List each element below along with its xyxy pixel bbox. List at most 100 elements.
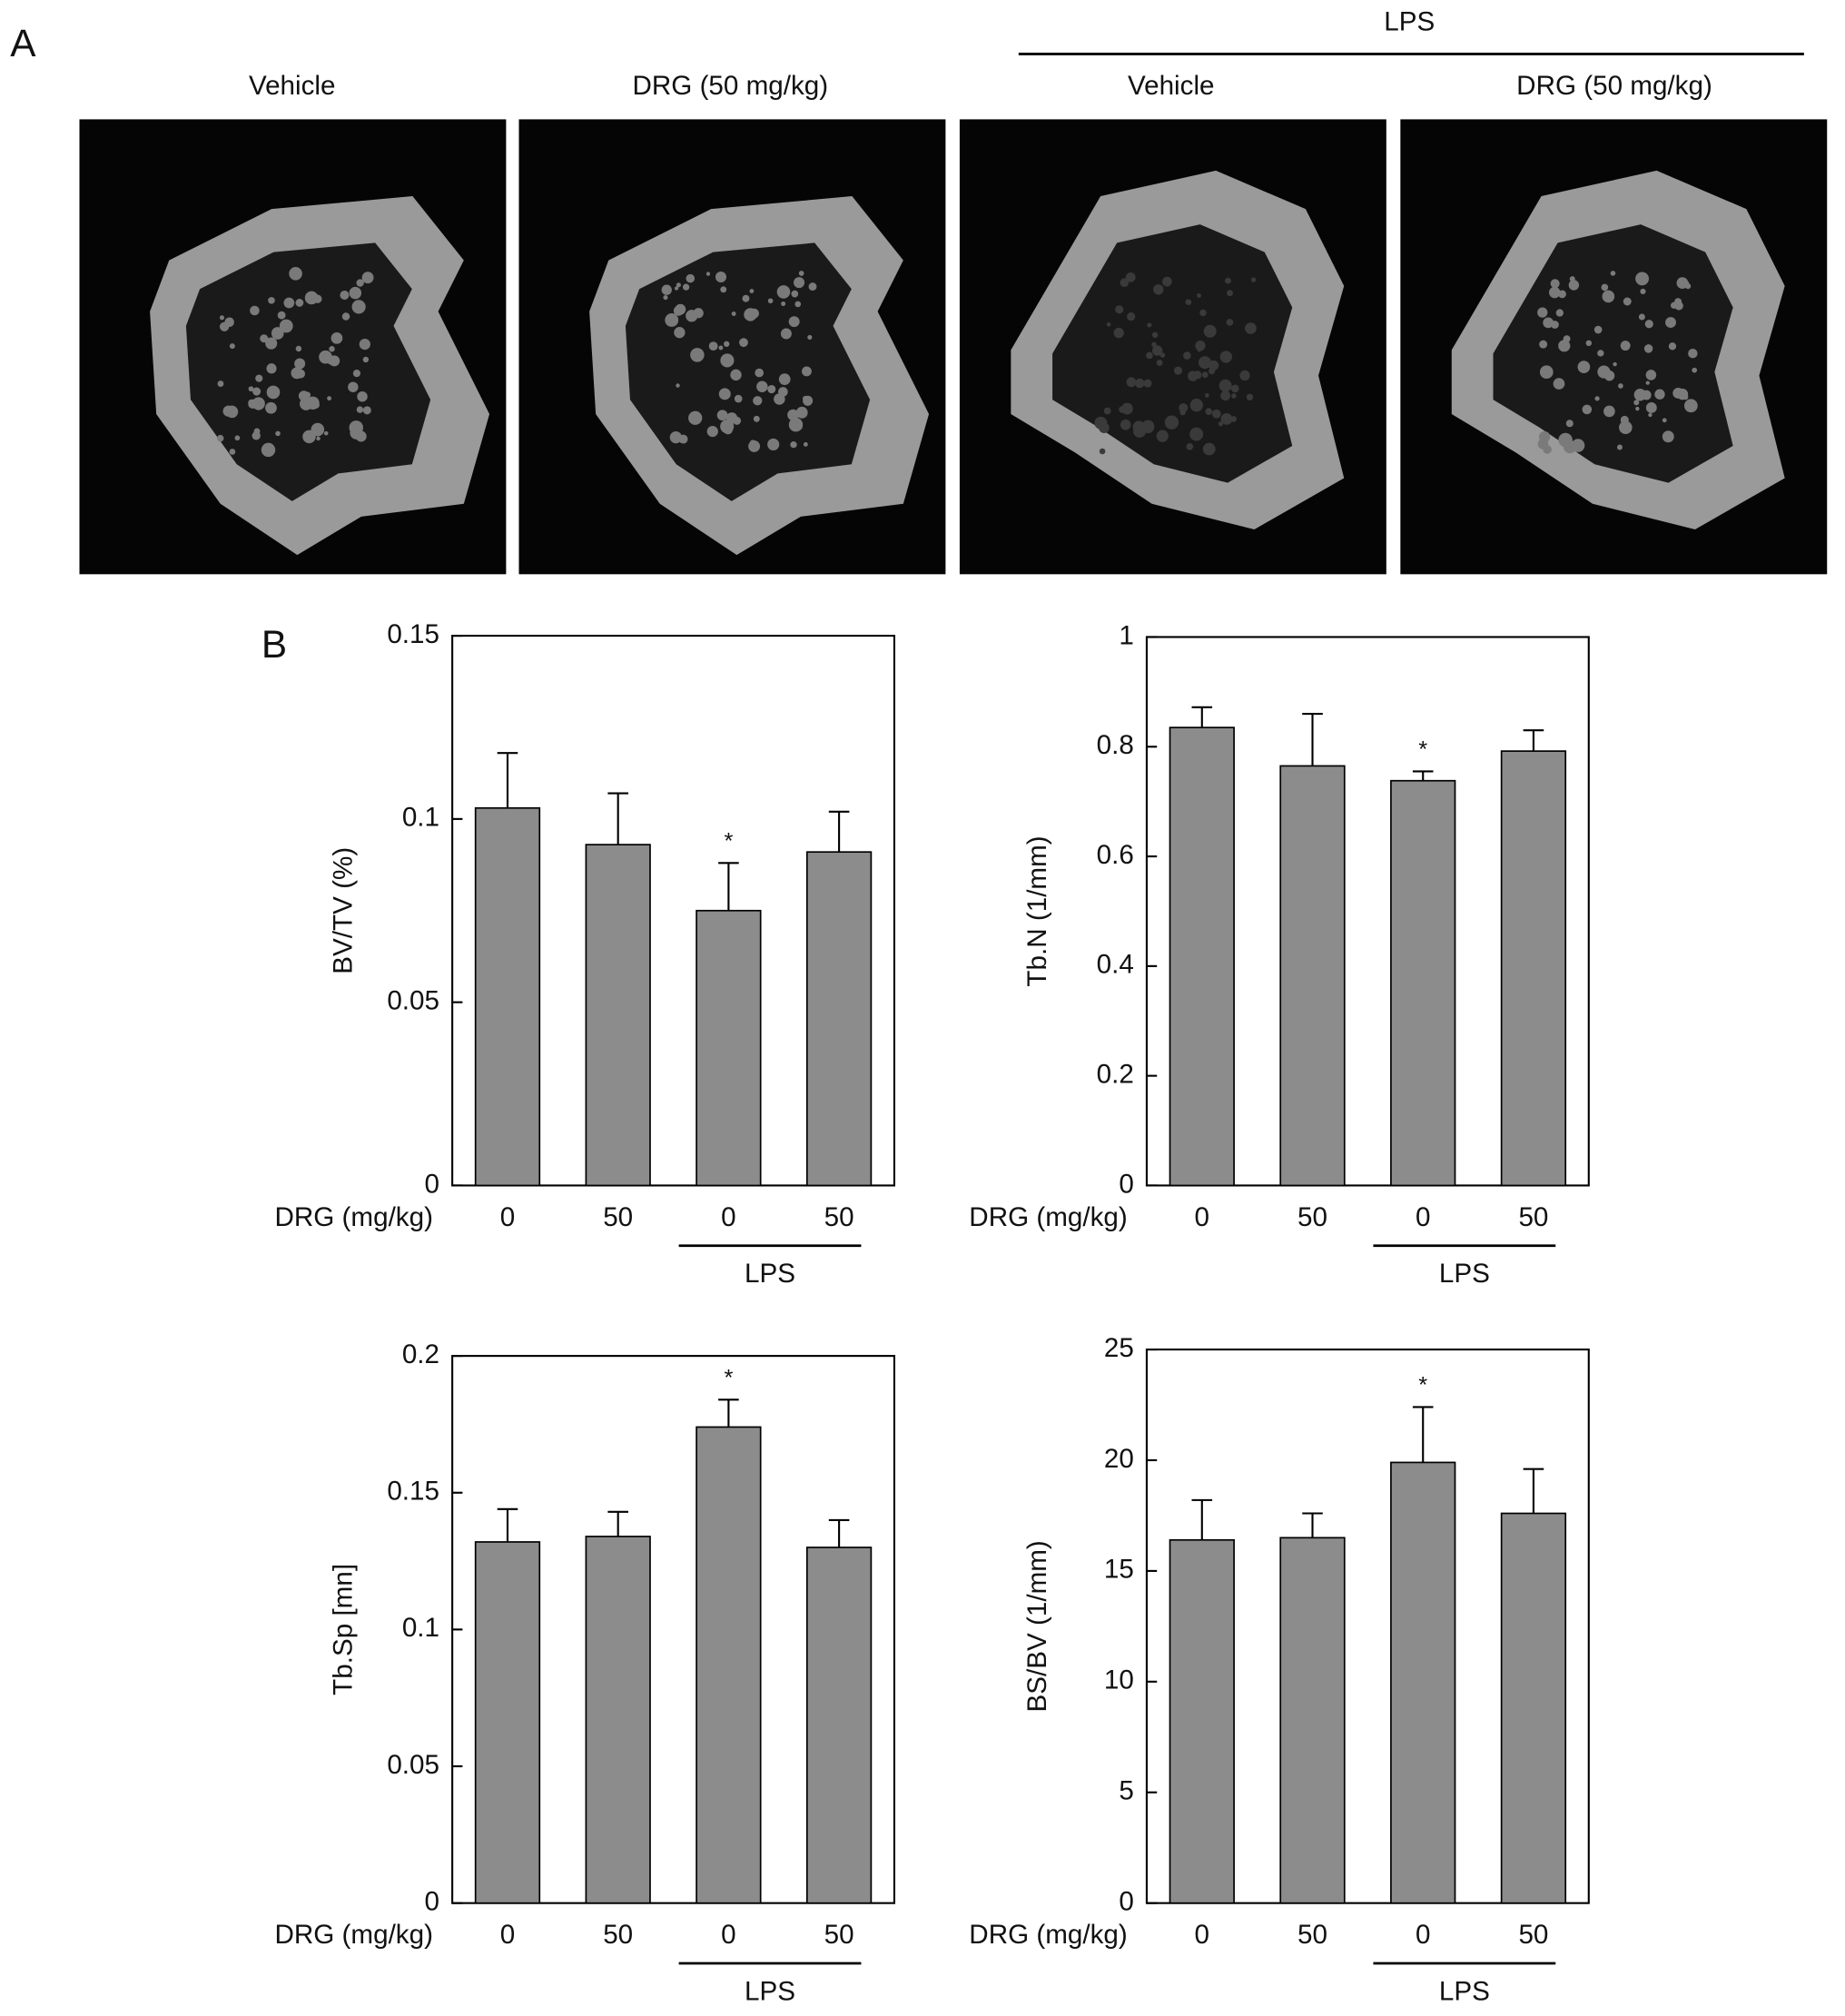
ct-trabecula <box>706 425 718 438</box>
ct-trabecula <box>319 350 332 364</box>
ct-trabecula <box>767 298 774 304</box>
ct-trabecula <box>1603 405 1615 418</box>
ct-trabecula <box>802 366 812 377</box>
ct-trabecula <box>311 422 325 437</box>
panel-label: A <box>10 22 36 64</box>
ct-trabecula <box>749 289 755 293</box>
x-axis-label: DRG (mg/kg) <box>969 1202 1127 1232</box>
ct-trabecula <box>248 399 255 407</box>
error-bar <box>1523 1468 1544 1514</box>
ct-trabecula <box>718 345 724 351</box>
ct-trabecula <box>1115 305 1124 314</box>
ct-trabecula <box>252 397 265 410</box>
ct-trabecula <box>1146 351 1153 360</box>
y-tick-label: 0 <box>425 1169 439 1199</box>
x-tick-label: 0 <box>500 1920 515 1950</box>
ct-trabecula <box>1173 366 1183 375</box>
ct-trabecula <box>1683 399 1698 413</box>
ct-trabecula <box>348 381 359 392</box>
ct-trabecula <box>316 436 321 441</box>
ct-trabecula <box>803 441 808 447</box>
ct-trabecula <box>1120 278 1130 288</box>
ct-trabecula <box>791 290 799 298</box>
error-bar <box>497 1507 518 1542</box>
ct-trabecula <box>216 434 224 442</box>
bar <box>1169 726 1235 1187</box>
ct-trabecula <box>1245 322 1257 334</box>
ct-trabecula <box>357 390 368 402</box>
error-bar <box>1302 1512 1323 1538</box>
ct-marrow <box>185 242 431 501</box>
ct-trabecula <box>1537 307 1548 318</box>
y-tick-label: 0.2 <box>1097 1059 1134 1089</box>
ct-trabecula <box>1120 419 1131 430</box>
y-tick-label: 0.05 <box>387 1750 439 1780</box>
y-tick-label: 0.4 <box>1097 950 1134 980</box>
ct-trabecula <box>796 424 803 430</box>
x-tick-label: 50 <box>824 1202 854 1232</box>
ct-trabecula <box>352 370 361 378</box>
y-axis-label: BS/BV (1/mm) <box>1022 1540 1052 1712</box>
ct-trabecula <box>756 380 768 392</box>
x-tick-label: 50 <box>1518 1920 1548 1950</box>
ct-trabecula <box>1569 276 1575 282</box>
ct-trabecula <box>1203 324 1217 338</box>
error-bar <box>1412 770 1434 781</box>
ct-trabecula <box>248 386 254 392</box>
ct-trabecula <box>1126 377 1137 388</box>
ct-trabecula <box>669 430 682 444</box>
y-axis-label: Tb.Sp [mn] <box>328 1564 358 1695</box>
ct-trabecula <box>1539 365 1554 380</box>
ct-trabecula <box>1654 389 1665 400</box>
significance-mark: * <box>1418 737 1427 763</box>
ct-trabecula <box>277 311 286 320</box>
error-bar <box>1302 712 1323 766</box>
ct-trabecula <box>1553 378 1565 390</box>
ct-trabecula <box>1610 271 1616 276</box>
ct-trabecula <box>705 272 711 276</box>
ct-trabecula <box>1164 415 1179 430</box>
ct-trabecula <box>1113 327 1124 339</box>
ct-trabecula <box>351 300 366 314</box>
ct-trabecula <box>1218 379 1232 392</box>
ct-trabecula <box>1211 409 1221 419</box>
ct-trabecula <box>1141 420 1155 434</box>
ct-trabecula <box>1601 283 1609 292</box>
ct-trabecula <box>1682 280 1690 287</box>
error-bar <box>828 1518 850 1548</box>
ct-trabecula <box>1230 416 1237 422</box>
ct-trabecula <box>808 282 817 292</box>
ct-trabecula <box>1127 311 1136 321</box>
ct-trabecula <box>767 384 776 394</box>
error-bar <box>607 792 628 845</box>
x-axis-label: DRG (mg/kg) <box>274 1202 432 1232</box>
ct-trabecula <box>1635 272 1649 286</box>
ct-trabecula <box>715 271 727 283</box>
ct-trabecula <box>1674 301 1683 311</box>
y-tick-label: 0.1 <box>402 803 439 833</box>
ct-trabecula <box>295 345 302 352</box>
y-tick-label: 0.2 <box>402 1339 439 1369</box>
error-bar <box>828 810 850 853</box>
ct-trabecula <box>356 279 364 287</box>
ct-trabecula <box>1618 383 1623 389</box>
plot-frame <box>451 635 896 1187</box>
x-tick-label: 50 <box>603 1920 633 1950</box>
ct-trabecula <box>807 334 813 340</box>
bar <box>1500 750 1567 1187</box>
ct-trabecula <box>1179 409 1186 416</box>
ct-trabecula <box>788 316 800 328</box>
group-label: LPS <box>1439 1976 1490 2006</box>
error-bar <box>1191 706 1213 728</box>
ct-trabecula <box>296 369 306 379</box>
ct-trabecula <box>676 282 681 288</box>
x-axis-label: DRG (mg/kg) <box>969 1920 1127 1950</box>
group-label: LPS <box>1384 6 1435 36</box>
ct-trabecula <box>794 277 805 289</box>
ct-trabecula <box>1633 389 1647 401</box>
bar <box>1390 779 1456 1187</box>
ct-trabecula <box>781 301 786 307</box>
bar <box>585 1536 651 1904</box>
bar <box>805 851 873 1187</box>
ct-trabecula <box>356 406 364 413</box>
